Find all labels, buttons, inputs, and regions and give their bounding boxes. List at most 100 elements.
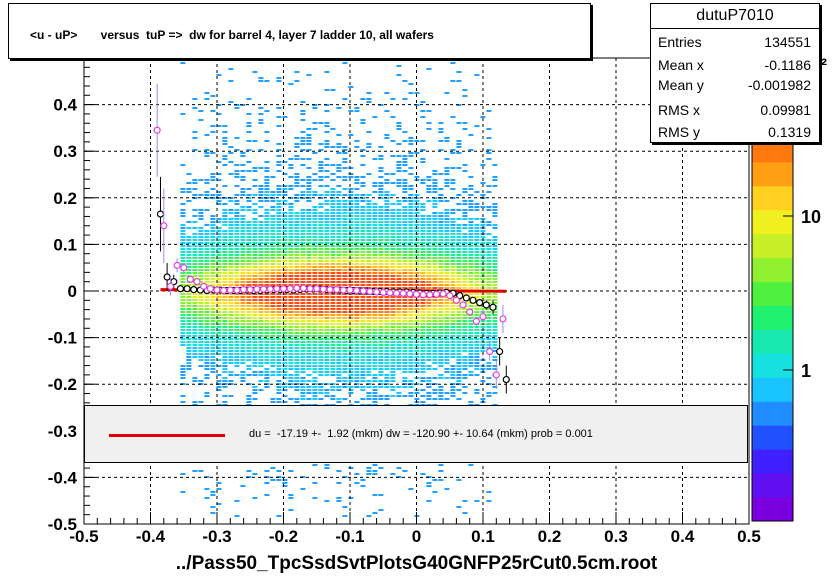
density-cell [342, 161, 348, 163]
density-cell [270, 221, 276, 223]
density-cell [342, 242, 348, 244]
density-cell [246, 260, 252, 262]
density-cell [396, 218, 402, 220]
density-cell [492, 215, 498, 217]
density-cell [492, 185, 498, 187]
density-cell [432, 248, 438, 250]
density-cell [270, 467, 276, 469]
density-cell [210, 302, 216, 304]
density-cell [288, 233, 294, 235]
colorbar-segment [752, 425, 793, 450]
density-cell [390, 386, 396, 388]
density-cell [402, 344, 408, 346]
density-cell [258, 260, 264, 262]
density-cell [282, 482, 288, 484]
density-cell [450, 236, 456, 238]
density-cell [270, 272, 276, 274]
density-cell [366, 173, 372, 175]
density-cell [222, 155, 228, 157]
density-cell [180, 344, 186, 346]
density-cell [210, 110, 216, 112]
density-cell [426, 335, 432, 337]
density-cell [402, 209, 408, 211]
density-cell [240, 272, 246, 274]
density-cell [486, 341, 492, 343]
density-cell [312, 173, 318, 175]
density-cell [228, 68, 234, 70]
density-cell [450, 254, 456, 256]
density-cell [432, 302, 438, 304]
density-cell [288, 209, 294, 211]
density-cell [318, 227, 324, 229]
density-cell [240, 275, 246, 277]
density-cell [336, 302, 342, 304]
density-cell [216, 263, 222, 265]
density-cell [246, 308, 252, 310]
data-point-alt [486, 347, 494, 356]
density-cell [216, 302, 222, 304]
density-cell [354, 146, 360, 148]
density-cell [216, 74, 222, 76]
density-cell [366, 398, 372, 400]
density-cell [402, 80, 408, 82]
density-cell [336, 326, 342, 328]
density-cell [204, 194, 210, 196]
density-cell [204, 248, 210, 250]
density-cell [342, 221, 348, 223]
density-cell [402, 347, 408, 349]
density-cell [456, 269, 462, 271]
density-cell [426, 218, 432, 220]
density-cell [402, 218, 408, 220]
density-cell [246, 233, 252, 235]
density-cell [414, 308, 420, 310]
density-cell [414, 368, 420, 370]
density-cell [264, 299, 270, 301]
density-cell [456, 194, 462, 196]
density-cell [414, 224, 420, 226]
x-tick-label: 0.1 [471, 527, 495, 546]
density-cell [306, 74, 312, 76]
density-cell [420, 227, 426, 229]
density-cell [210, 215, 216, 217]
data-point [176, 285, 185, 293]
density-cell [486, 152, 492, 154]
density-cell [252, 140, 258, 142]
density-cell [294, 359, 300, 361]
density-cell [360, 182, 366, 184]
density-cell [444, 140, 450, 142]
data-point-alt [499, 315, 507, 323]
density-cell [450, 239, 456, 241]
density-cell [378, 209, 384, 211]
density-cell [282, 200, 288, 202]
density-cell [240, 266, 246, 268]
density-cell [456, 506, 462, 508]
density-cell [300, 344, 306, 346]
density-cell [444, 314, 450, 316]
density-cell [210, 152, 216, 154]
density-cell [390, 203, 396, 205]
density-cell [288, 293, 294, 295]
density-cell [228, 266, 234, 268]
density-cell [282, 269, 288, 271]
density-cell [300, 242, 306, 244]
density-cell [414, 314, 420, 316]
density-cell [288, 470, 294, 472]
density-cell [354, 308, 360, 310]
density-cell [390, 389, 396, 391]
density-cell [258, 263, 264, 265]
density-cell [318, 230, 324, 232]
density-cell [396, 386, 402, 388]
density-cell [420, 356, 426, 358]
density-cell [258, 365, 264, 367]
density-cell [336, 500, 342, 502]
density-cell [264, 341, 270, 343]
stats-key: RMS y [658, 124, 700, 140]
density-cell [348, 317, 354, 319]
density-cell [456, 143, 462, 145]
density-cell [372, 281, 378, 283]
density-cell [300, 221, 306, 223]
density-cell [372, 116, 378, 118]
density-cell [306, 236, 312, 238]
density-cell [282, 191, 288, 193]
density-cell [240, 359, 246, 361]
